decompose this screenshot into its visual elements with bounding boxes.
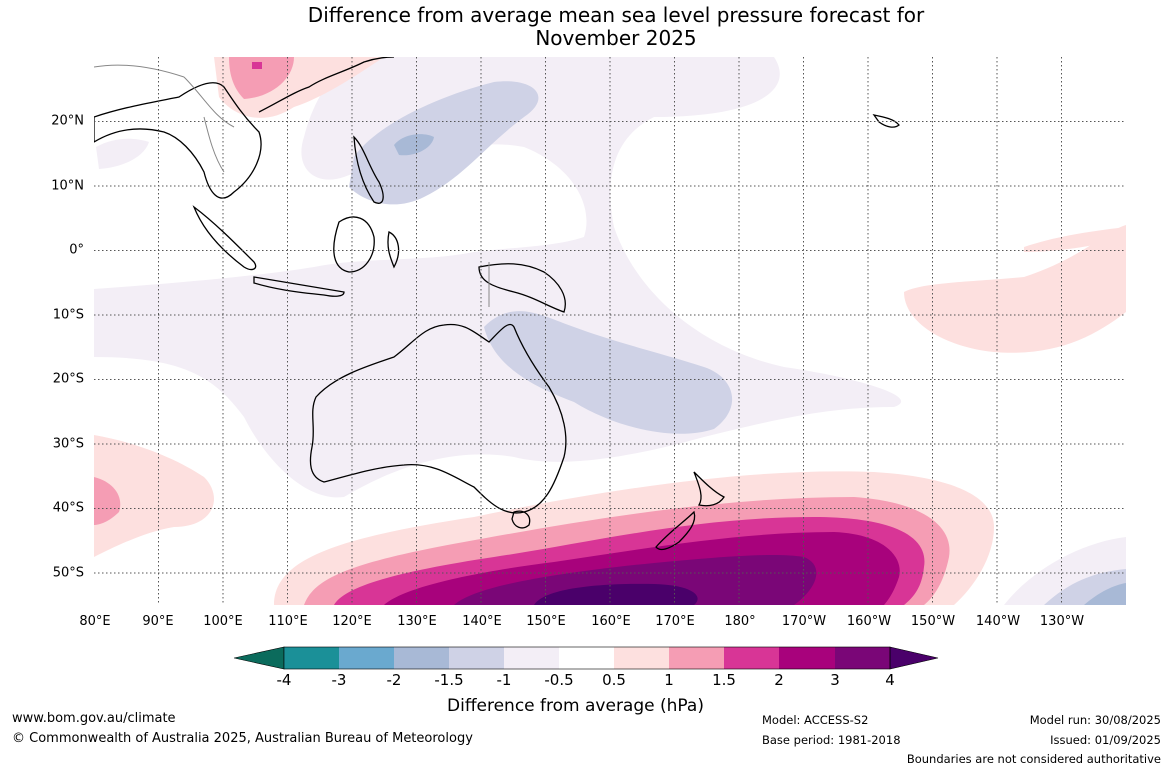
- coastlines: [94, 57, 900, 551]
- lat-label: 10°N: [51, 178, 84, 194]
- colorbar-tick: -2: [386, 671, 402, 689]
- colorbar-swatch: [284, 647, 339, 669]
- java-outline: [253, 276, 345, 297]
- anomaly-region-pos-1.5-asia: [252, 62, 262, 69]
- lon-label: 140°E: [462, 614, 502, 629]
- lon-label: 130°W: [1039, 614, 1085, 629]
- lon-label: 120°E: [332, 614, 372, 629]
- lat-label: 10°S: [52, 307, 84, 323]
- philippines-outline: [353, 135, 384, 204]
- colorbar-swatch: [449, 647, 504, 669]
- colorbar-tick: 3: [830, 671, 840, 689]
- lon-label: 90°E: [142, 614, 174, 629]
- colorbar-tick: 4: [885, 671, 895, 689]
- colorbar-tick: 1.5: [712, 671, 736, 689]
- anomaly-region-pos-3-south: [454, 554, 817, 605]
- anomaly-region-pos-0.5-tropical-pacific-2: [1024, 227, 1126, 252]
- colorbar-swatch: [669, 647, 724, 669]
- model-name: Model: ACCESS-S2: [762, 713, 869, 727]
- tasmania-outline: [511, 510, 531, 529]
- lat-label: 30°S: [52, 436, 84, 452]
- colorbar-tick: 2: [774, 671, 784, 689]
- colorbar-tick: 1: [664, 671, 674, 689]
- new-zealand-south-outline: [655, 510, 696, 551]
- graticule: [94, 57, 1126, 605]
- anomaly-region-pos-0.5-indian: [94, 435, 214, 557]
- base-period: Base period: 1981-2018: [762, 733, 901, 747]
- colorbar-extend-low: [234, 646, 285, 670]
- hawaii-outline: [872, 114, 900, 128]
- anomaly-region-neg-1.5-north: [394, 134, 434, 156]
- colorbar-tick: -4: [276, 671, 292, 689]
- colorbar-swatch: [504, 647, 559, 669]
- anomaly-region-pos-4-south: [534, 583, 698, 605]
- colorbar-swatch: [779, 647, 835, 669]
- lon-label: 150°W: [910, 614, 956, 629]
- lat-label: 20°S: [52, 371, 84, 387]
- colorbar-title: Difference from average (hPa): [447, 696, 704, 716]
- sumatra-outline: [192, 205, 257, 271]
- new-guinea-outline: [478, 263, 566, 313]
- east-asia-outline: [258, 57, 395, 113]
- country-borders: [94, 64, 490, 307]
- lon-label: 160°W: [846, 614, 892, 629]
- boundaries-disclaimer: Boundaries are not considered authoritat…: [906, 752, 1161, 766]
- sulawesi-outline: [387, 231, 400, 269]
- colorbar-swatch: [835, 647, 890, 669]
- anomaly-region-neg-1-north: [349, 81, 539, 205]
- colorbar-swatch: [724, 647, 779, 669]
- lon-label: 170°W: [781, 614, 827, 629]
- lon-label: 180°: [724, 614, 756, 629]
- colorbar-tick: -1.5: [434, 671, 464, 689]
- map-canvas: [94, 57, 1126, 605]
- lat-label: 0°: [69, 242, 84, 258]
- lat-label: 40°S: [52, 500, 84, 516]
- indochina-outline: [94, 82, 262, 199]
- title-line-1: Difference from average mean sea level p…: [307, 3, 925, 27]
- colorbar-extend-high: [889, 646, 939, 670]
- lon-label: 110°E: [268, 614, 308, 629]
- anomaly-region-pos-1-asia: [229, 57, 294, 99]
- lon-label: 170°E: [655, 614, 695, 629]
- title-line-2: November 2025: [535, 26, 697, 50]
- lon-label: 150°E: [526, 614, 566, 629]
- colorbar-tick: -1: [496, 671, 512, 689]
- colorbar-swatch: [394, 647, 449, 669]
- lon-label: 80°E: [79, 614, 111, 629]
- website-link[interactable]: www.bom.gov.au/climate: [12, 711, 176, 726]
- borders: [94, 64, 490, 307]
- borneo-outline: [333, 216, 375, 273]
- new-zealand-north-outline: [693, 471, 725, 507]
- colorbar-swatch: [559, 647, 614, 669]
- lon-label: 130°E: [397, 614, 437, 629]
- colorbar: [234, 646, 939, 670]
- issued-date: Issued: 01/09/2025: [1050, 733, 1161, 747]
- chart-title: Difference from average mean sea level p…: [0, 4, 1173, 50]
- anomaly-region-neg-0.5-sea: [96, 138, 149, 169]
- colorbar-tick: -0.5: [544, 671, 574, 689]
- copyright-text: © Commonwealth of Australia 2025, Austra…: [12, 731, 473, 746]
- model-run-date: Model run: 30/08/2025: [1029, 713, 1161, 727]
- lon-label: 160°E: [591, 614, 631, 629]
- lon-label: 100°E: [203, 614, 243, 629]
- anomaly-region-neg-1-coral: [484, 311, 733, 434]
- colorbar-swatch: [339, 647, 394, 669]
- colorbar-tick: 0.5: [602, 671, 626, 689]
- lat-label: 50°S: [52, 565, 84, 581]
- colorbar-swatch: [614, 647, 669, 669]
- pressure-anomaly-map: [94, 57, 1126, 605]
- lat-label: 20°N: [51, 113, 84, 129]
- anomaly-region-pos-1-indian: [94, 477, 121, 525]
- colorbar-frame: [283, 646, 891, 670]
- colorbar-tick: -3: [331, 671, 347, 689]
- lon-label: 140°W: [975, 614, 1021, 629]
- australia-outline: [309, 323, 567, 514]
- anomaly-region-neg-1.5-se: [1084, 583, 1126, 605]
- anomaly-region-pos-0.5-tropical-pacific: [904, 225, 1126, 353]
